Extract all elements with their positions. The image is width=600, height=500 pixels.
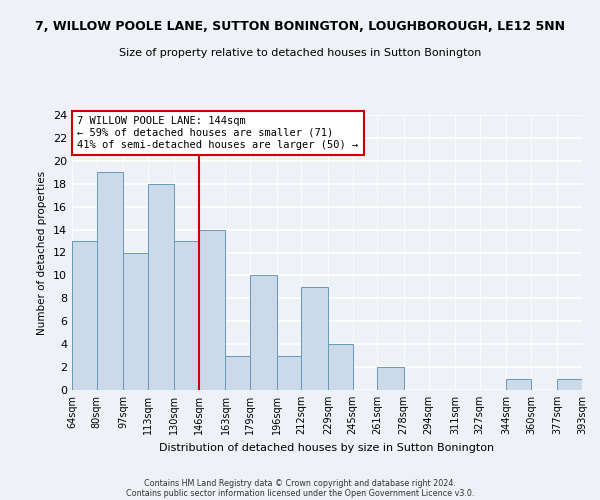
Bar (377, 367, 404, 390)
Text: Contains public sector information licensed under the Open Government Licence v3: Contains public sector information licen… (126, 488, 474, 498)
Y-axis label: Number of detached properties: Number of detached properties (37, 170, 47, 334)
Bar (148, 184, 175, 390)
X-axis label: Distribution of detached houses by size in Sutton Bonington: Distribution of detached houses by size … (160, 442, 494, 452)
Bar (123, 252, 148, 390)
Bar (72, 241, 97, 390)
Text: 7, WILLOW POOLE LANE, SUTTON BONINGTON, LOUGHBOROUGH, LE12 5NN: 7, WILLOW POOLE LANE, SUTTON BONINGTON, … (35, 20, 565, 33)
Text: Size of property relative to detached houses in Sutton Bonington: Size of property relative to detached ho… (119, 48, 481, 58)
Bar (277, 356, 301, 390)
Bar (557, 378, 582, 390)
Bar (226, 356, 250, 390)
Bar (199, 230, 226, 390)
Bar (175, 241, 199, 390)
Bar (328, 344, 353, 390)
Bar (97, 172, 123, 390)
Text: Contains HM Land Registry data © Crown copyright and database right 2024.: Contains HM Land Registry data © Crown c… (144, 478, 456, 488)
Bar (301, 287, 328, 390)
Text: 7 WILLOW POOLE LANE: 144sqm
← 59% of detached houses are smaller (71)
41% of sem: 7 WILLOW POOLE LANE: 144sqm ← 59% of det… (77, 116, 358, 150)
Bar (250, 276, 277, 390)
Bar (506, 378, 531, 390)
